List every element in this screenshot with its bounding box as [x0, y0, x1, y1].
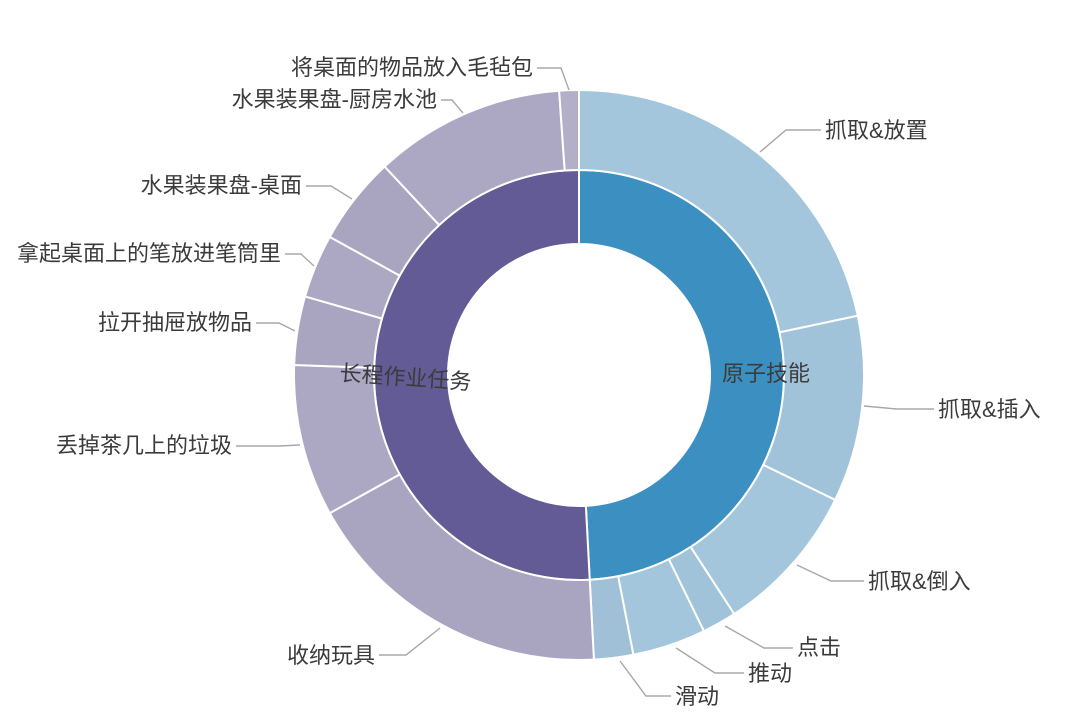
leader-line [441, 99, 464, 114]
segment-callout-label: 推动 [748, 661, 792, 686]
ring-category-label: 原子技能 [722, 361, 810, 386]
segment-callout-label: 将桌面的物品放入毛毡包 [291, 55, 533, 80]
segment-callout-label: 收纳玩具 [287, 643, 375, 668]
segment-callout-label: 拉开抽屉放物品 [98, 310, 252, 335]
leader-line [796, 564, 864, 582]
leader-line [724, 625, 793, 649]
segment-callout-label: 抓取&倒入 [868, 569, 971, 594]
segment-将桌面的物品放入毛毡包[interactable] [558, 89, 580, 172]
leader-line [256, 322, 296, 332]
leader-line [675, 647, 744, 674]
leader-line [759, 129, 821, 153]
leader-line [285, 253, 315, 267]
segment-callout-label: 滑动 [675, 684, 719, 709]
leader-line [619, 660, 671, 697]
leader-line [379, 627, 441, 656]
leader-line [306, 185, 353, 200]
segment-callout-label: 水果装果盘-厨房水池 [232, 87, 437, 112]
segment-callout-label: 拿起桌面上的笔放进笔筒里 [17, 241, 281, 266]
segment-callout-label: 丢掉茶几上的垃圾 [56, 433, 232, 458]
leader-line [863, 405, 934, 410]
segment-callout-label: 点击 [797, 635, 841, 660]
segment-callout-label: 抓取&放置 [825, 118, 928, 143]
segment-callout-label: 抓取&插入 [938, 397, 1041, 422]
leader-line [537, 67, 570, 91]
leader-line [236, 444, 301, 447]
segment-callout-label: 水果装果盘-桌面 [141, 173, 302, 198]
